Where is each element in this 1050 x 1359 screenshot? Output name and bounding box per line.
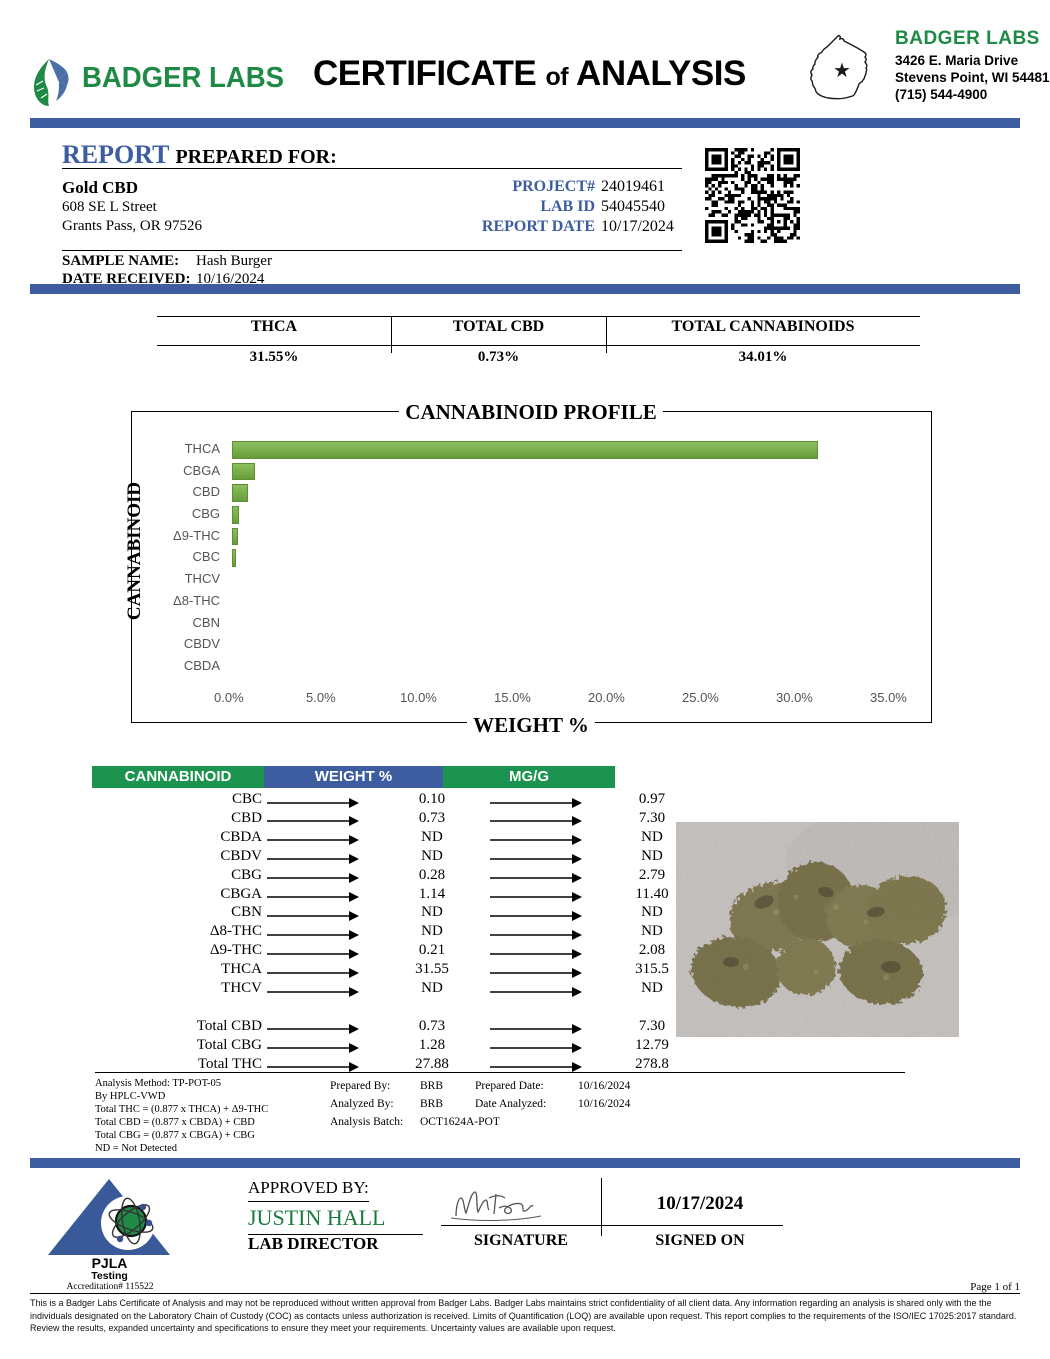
svg-text:★: ★ <box>833 60 851 82</box>
